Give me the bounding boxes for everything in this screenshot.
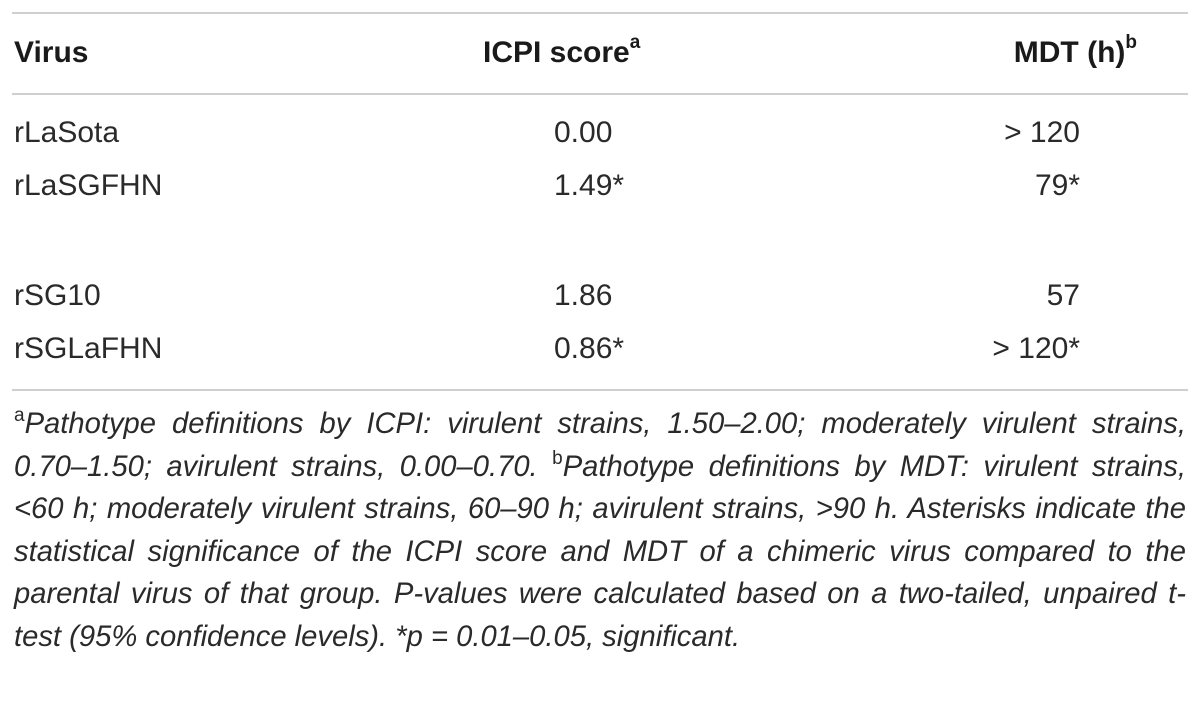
table-footnote: aPathotype definitions by ICPI: virulent… [14,403,1186,658]
header-virus: Virus [14,33,89,73]
header-mdt-superscript: b [1125,32,1137,53]
header-icpi-label: ICPI score [483,36,630,69]
cell-icpi: 0.86* [554,332,625,365]
cell-icpi: 1.49* [554,169,625,202]
cell-virus: rSG10 [14,279,101,312]
cell-virus: rLaSGFHN [14,169,163,202]
footnote-b-text: Pathotype definitions by MDT: virulent s… [14,450,1186,653]
cell-mdt: 57 [1046,279,1080,312]
cell-virus: rLaSota [14,116,120,149]
footnote-b-marker: b [552,447,563,469]
cell-icpi: 0.00 [554,116,613,149]
header-icpi-superscript: a [629,32,641,53]
header-icpi-score: ICPI scorea [483,33,640,73]
header-rule [12,93,1188,95]
cell-icpi: 1.86 [554,279,613,312]
cell-mdt: 79* [1034,169,1080,202]
table-bottom-rule [12,389,1188,391]
cell-mdt: > 120* [992,332,1080,365]
cell-mdt: > 120 [1004,116,1080,149]
header-mdt: MDT (h)b [1014,33,1137,73]
table-top-rule [12,12,1188,14]
header-virus-label: Virus [14,36,89,69]
cell-virus: rSGLaFHN [14,332,163,365]
footnote-a-marker: a [14,405,25,426]
footnote-a-text: Pathotype definitions by ICPI: virulent … [14,408,1186,483]
header-mdt-label: MDT (h) [1013,36,1126,69]
